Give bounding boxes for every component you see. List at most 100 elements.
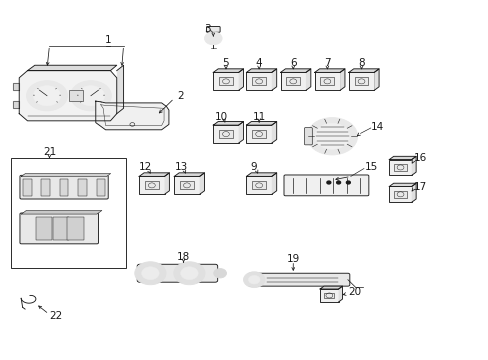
Bar <box>314 72 339 90</box>
Text: 12: 12 <box>139 162 152 172</box>
Bar <box>320 77 334 85</box>
Bar <box>246 72 271 90</box>
Polygon shape <box>27 65 117 71</box>
Circle shape <box>142 267 159 280</box>
Text: 14: 14 <box>370 122 384 132</box>
FancyBboxPatch shape <box>20 213 98 244</box>
Polygon shape <box>373 69 378 90</box>
Bar <box>324 293 334 298</box>
Bar <box>139 176 164 194</box>
Text: 10: 10 <box>214 112 227 122</box>
Polygon shape <box>411 156 415 175</box>
Bar <box>393 164 406 171</box>
Circle shape <box>326 181 330 184</box>
Bar <box>174 176 199 194</box>
Polygon shape <box>348 69 378 72</box>
Polygon shape <box>246 173 276 176</box>
Polygon shape <box>411 183 415 202</box>
Text: 18: 18 <box>177 252 190 262</box>
Bar <box>36 217 52 240</box>
FancyBboxPatch shape <box>20 175 108 199</box>
Circle shape <box>314 123 349 149</box>
Bar <box>252 77 265 85</box>
Polygon shape <box>96 101 168 130</box>
Circle shape <box>243 272 264 288</box>
Circle shape <box>26 81 67 111</box>
Bar <box>252 130 265 138</box>
Polygon shape <box>13 83 19 90</box>
Polygon shape <box>305 69 310 90</box>
Polygon shape <box>139 173 169 176</box>
Circle shape <box>33 86 61 106</box>
Polygon shape <box>388 156 415 159</box>
FancyBboxPatch shape <box>137 264 217 282</box>
Polygon shape <box>199 173 204 194</box>
Polygon shape <box>238 69 243 90</box>
Circle shape <box>306 118 357 155</box>
Circle shape <box>248 275 260 284</box>
Polygon shape <box>164 173 169 194</box>
Text: 3: 3 <box>203 24 210 35</box>
Polygon shape <box>338 286 342 302</box>
Polygon shape <box>388 183 415 186</box>
Text: 16: 16 <box>413 153 427 163</box>
Text: 20: 20 <box>347 287 360 297</box>
Polygon shape <box>174 173 204 176</box>
Text: 2: 2 <box>177 91 183 101</box>
Circle shape <box>70 81 111 111</box>
Bar <box>219 130 232 138</box>
Bar <box>23 179 32 196</box>
Bar <box>388 159 411 175</box>
Circle shape <box>180 267 198 280</box>
Text: 4: 4 <box>255 58 262 68</box>
FancyBboxPatch shape <box>284 175 368 196</box>
Polygon shape <box>13 101 19 108</box>
Polygon shape <box>19 71 117 121</box>
FancyBboxPatch shape <box>206 27 220 32</box>
Bar <box>41 179 50 196</box>
Text: 22: 22 <box>49 311 62 321</box>
Bar <box>69 90 82 101</box>
Circle shape <box>204 32 222 45</box>
Text: 9: 9 <box>249 162 256 172</box>
Circle shape <box>346 181 349 184</box>
Text: 15: 15 <box>364 162 377 172</box>
Polygon shape <box>339 69 344 90</box>
Bar <box>348 72 373 90</box>
Bar <box>96 179 105 196</box>
Bar <box>252 181 265 189</box>
Bar <box>354 77 368 85</box>
Bar <box>388 186 411 202</box>
Bar <box>219 77 232 85</box>
Polygon shape <box>314 69 344 72</box>
Text: 17: 17 <box>413 182 427 192</box>
Bar <box>60 179 68 196</box>
Circle shape <box>77 86 104 106</box>
FancyBboxPatch shape <box>304 128 312 145</box>
Circle shape <box>213 269 226 278</box>
Polygon shape <box>238 122 243 143</box>
Bar <box>393 191 406 198</box>
Circle shape <box>336 181 340 184</box>
Text: 5: 5 <box>222 58 229 68</box>
Bar <box>280 72 305 90</box>
Bar <box>144 181 159 189</box>
Polygon shape <box>271 122 276 143</box>
Bar <box>78 179 87 196</box>
FancyBboxPatch shape <box>248 273 349 286</box>
Bar <box>53 217 69 240</box>
Polygon shape <box>213 122 243 125</box>
Text: 1: 1 <box>104 35 111 45</box>
Bar <box>180 181 194 189</box>
Polygon shape <box>280 69 310 72</box>
Polygon shape <box>320 286 342 289</box>
Text: 6: 6 <box>289 58 296 68</box>
Polygon shape <box>21 211 102 214</box>
Polygon shape <box>213 69 243 72</box>
Bar <box>213 125 238 143</box>
Polygon shape <box>271 173 276 194</box>
Bar <box>213 72 238 90</box>
Circle shape <box>173 262 204 285</box>
Bar <box>320 289 338 302</box>
Text: 8: 8 <box>358 58 364 68</box>
